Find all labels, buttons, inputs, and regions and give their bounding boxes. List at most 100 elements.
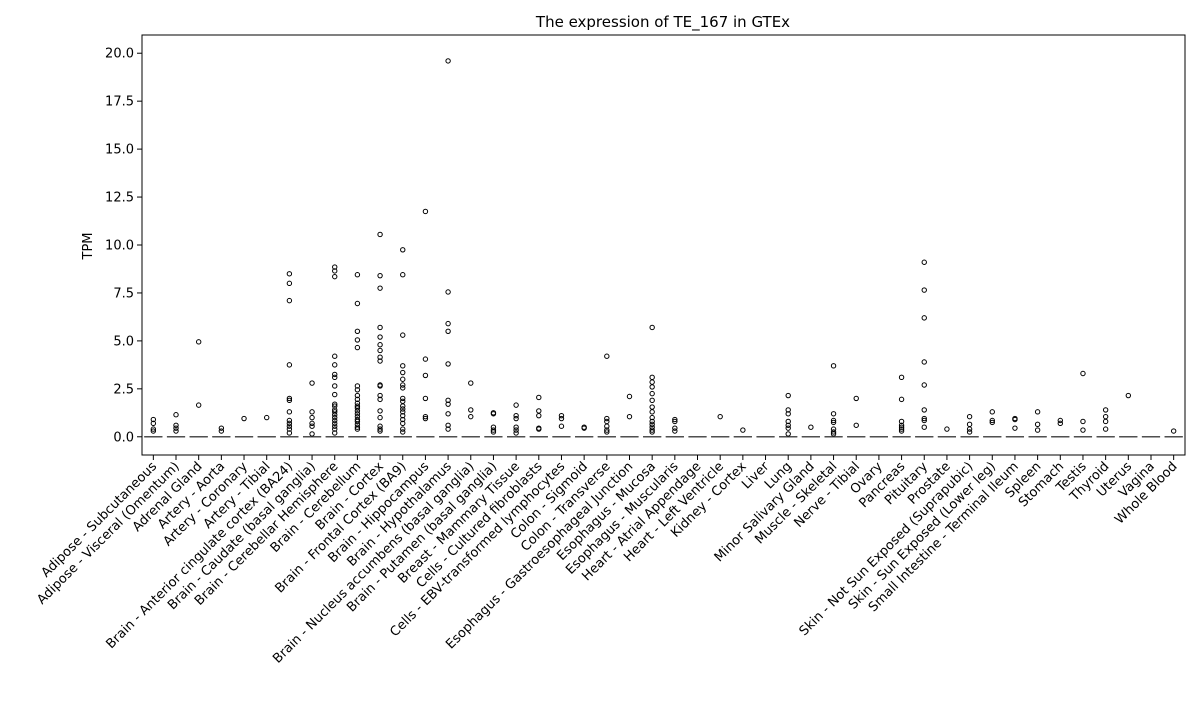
outlier-point [241, 415, 247, 422]
outlier-point [898, 374, 905, 381]
outlier-point [1125, 392, 1132, 399]
outlier-point [649, 429, 655, 435]
outlier-point [400, 412, 406, 419]
outlier-point [332, 409, 338, 415]
outlier-point [309, 423, 315, 429]
outlier-point [377, 414, 383, 421]
outlier-point [400, 398, 406, 405]
outlier-point [536, 394, 542, 401]
outlier-point [400, 369, 406, 376]
outlier-point [354, 424, 361, 430]
y-axis-label: TPM [81, 233, 96, 261]
outlier-point [150, 426, 157, 432]
outlier-point [354, 396, 361, 403]
outlier-point [286, 423, 293, 429]
outlier-point [354, 418, 361, 425]
outlier-point [513, 415, 519, 422]
outlier-point [1102, 413, 1109, 420]
outlier-point [354, 411, 361, 417]
outlier-point [286, 297, 293, 304]
y-tick-label: 7.5 [113, 286, 134, 301]
outlier-point [921, 382, 927, 388]
outlier-point [830, 419, 837, 426]
outlier-point [672, 418, 678, 425]
outlier-point [400, 382, 406, 388]
outlier-point [1102, 426, 1109, 432]
outlier-point [898, 422, 905, 428]
outlier-point [445, 289, 451, 295]
outlier-point [422, 395, 429, 402]
outlier-point [286, 362, 293, 368]
outlier-point [898, 396, 905, 403]
outlier-point [332, 362, 338, 368]
outlier-point [672, 416, 678, 423]
outlier-point [445, 401, 451, 407]
outlier-point [218, 428, 225, 434]
outlier-point [1080, 427, 1086, 433]
outlier-point [377, 392, 383, 399]
outlier-point [785, 411, 791, 417]
outlier-point [286, 280, 293, 287]
outlier-point [332, 391, 338, 398]
outlier-point [513, 427, 519, 433]
outlier-point [785, 425, 791, 431]
outlier-point [286, 397, 293, 404]
outlier-point [377, 231, 383, 238]
outlier-point [921, 424, 927, 430]
outlier-point [377, 347, 383, 354]
outlier-point [536, 412, 542, 419]
outlier-point [332, 268, 338, 274]
outlier-point [332, 414, 338, 421]
outlier-point [989, 419, 995, 426]
outlier-point [830, 431, 837, 437]
outlier-point [1080, 418, 1086, 425]
outlier-point [377, 354, 383, 360]
outlier-point [1034, 409, 1041, 415]
outlier-point [218, 425, 225, 431]
outlier-point [649, 427, 655, 433]
outlier-point [672, 428, 678, 434]
outlier-point [649, 324, 655, 331]
outlier-point [898, 426, 905, 432]
outlier-point [400, 395, 406, 402]
outlier-point [354, 387, 361, 393]
outlier-point [354, 328, 361, 335]
outlier-point [785, 431, 791, 437]
y-tick-label: 0.0 [113, 430, 134, 445]
outlier-point [445, 361, 451, 367]
outlier-point [785, 392, 791, 399]
outlier-point [332, 273, 338, 280]
outlier-point [626, 413, 633, 420]
chart-title: The expression of TE_167 in GTEx [535, 13, 790, 32]
outlier-point [1057, 420, 1063, 427]
outlier-point [422, 372, 429, 379]
outlier-point [626, 393, 633, 400]
outlier-point [445, 58, 451, 64]
outlier-point [354, 392, 361, 399]
outlier-point [808, 424, 814, 430]
outlier-point [581, 425, 587, 431]
outlier-point [536, 408, 542, 414]
outlier-point [354, 408, 361, 414]
outlier-point [377, 428, 383, 434]
outlier-point [400, 409, 406, 415]
outlier-point [921, 407, 927, 413]
outlier-point [898, 424, 905, 430]
outlier-point [354, 383, 361, 389]
outlier-point [513, 412, 519, 419]
outlier-point [558, 412, 565, 419]
outlier-point [422, 208, 429, 215]
outlier-point [1034, 427, 1041, 433]
outlier-point [195, 402, 202, 408]
outlier-point [150, 428, 157, 434]
outlier-point [966, 413, 973, 420]
outlier-point [898, 418, 905, 425]
outlier-point [445, 422, 451, 428]
outlier-point [830, 363, 837, 369]
outlier-point [445, 320, 451, 327]
outlier-point [513, 424, 519, 430]
outlier-point [536, 426, 542, 432]
outlier-point [400, 406, 406, 412]
outlier-point [921, 417, 927, 424]
outlier-point [286, 409, 293, 415]
